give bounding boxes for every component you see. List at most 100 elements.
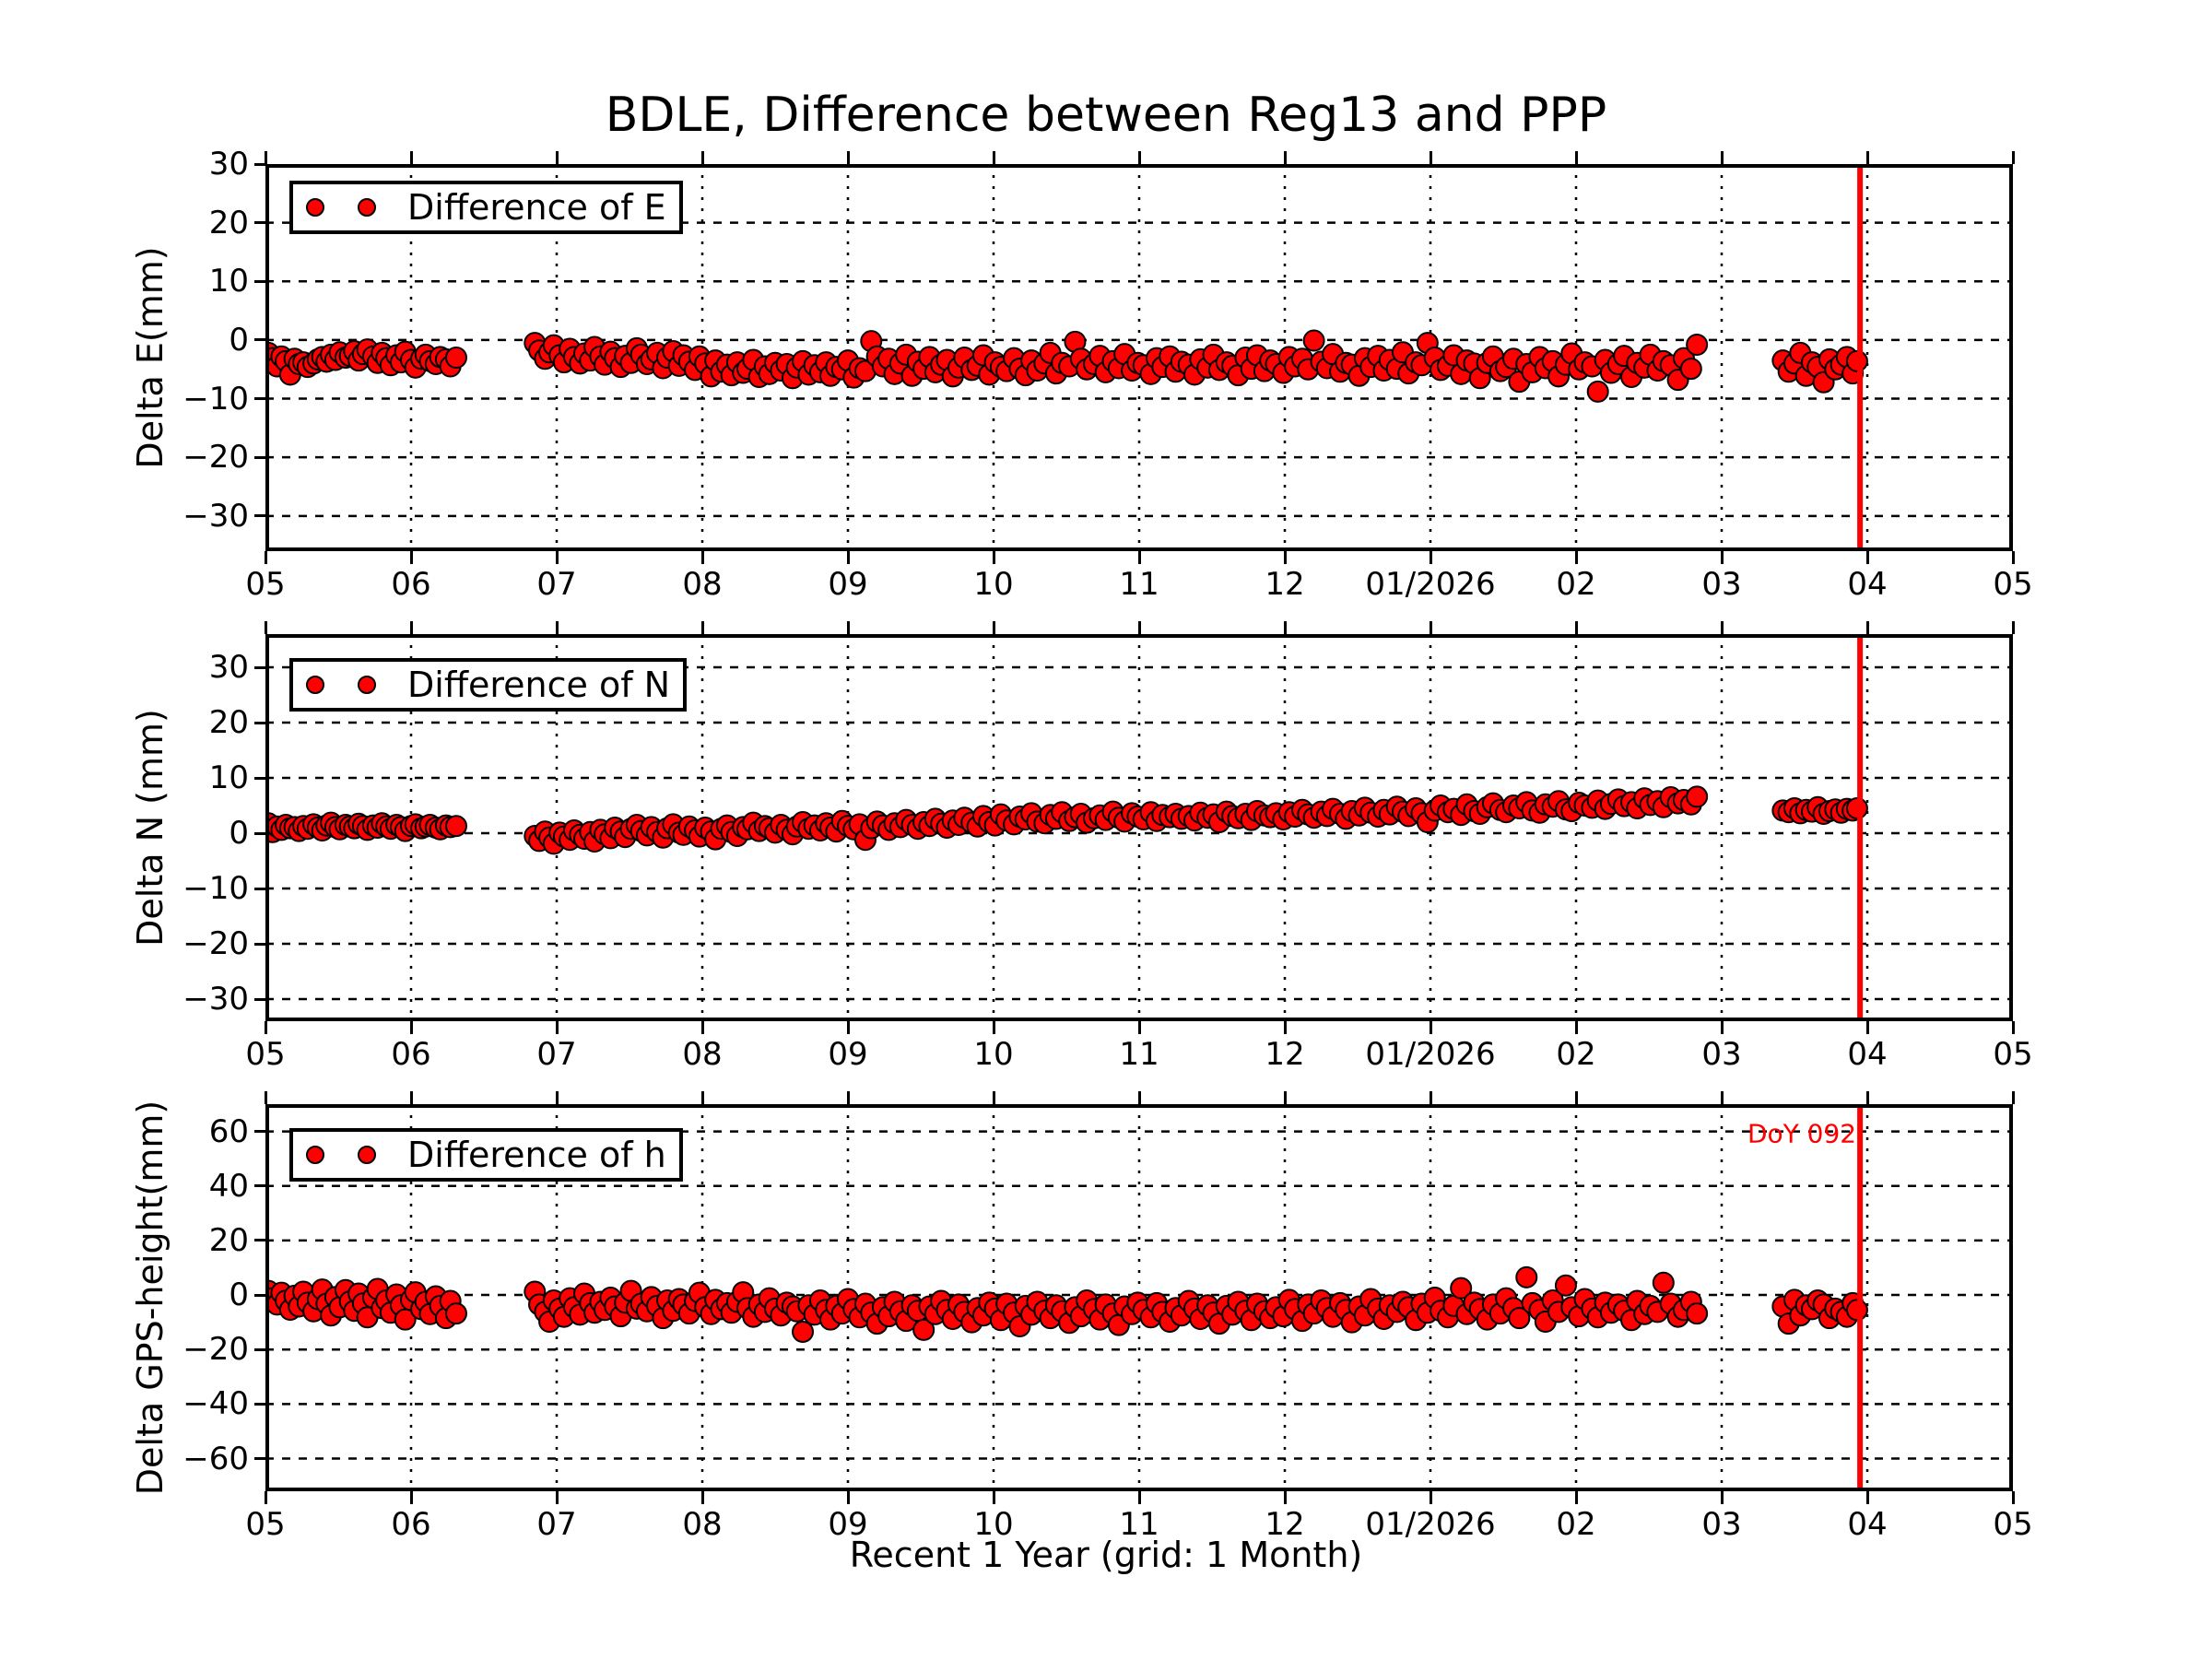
x-tick-label: 02 [1556,566,1596,603]
plot-area [265,1104,2013,1491]
x-tick-mark [555,621,559,634]
x-tick-label: 04 [1847,1506,1888,1543]
x-tick-label: 08 [682,566,723,603]
x-tick-mark [1720,1091,1724,1104]
y-tick-mark [254,665,267,669]
x-tick-mark [1137,621,1141,634]
x-tick-mark [1865,1091,1869,1104]
y-tick-label: −30 [182,497,249,535]
x-tick-label: 11 [1119,566,1159,603]
panel-delta-e: 30 20 10 0 −10 −20 −30 05 06 07 08 09 10 11 12 01/2026 0… [130,146,2033,603]
x-tick-mark [992,1021,995,1034]
x-tick-mark [1137,1491,1141,1504]
x-tick-label: 10 [973,1506,1014,1543]
x-tick-mark [1574,151,1578,164]
x-tick-label: 06 [391,1036,431,1073]
y-tick-mark [254,776,267,780]
x-tick-label: 06 [391,566,431,603]
y-tick-label: −10 [182,380,249,418]
x-tick-mark [1574,551,1578,564]
page-title: BDLE, Difference between Reg13 and PPP [605,88,1607,143]
legend: Difference of E [289,181,683,234]
doy-annotation: DoY 092 [1747,1118,1857,1149]
x-tick-mark [409,551,413,564]
y-tick-label: 10 [208,759,249,796]
x-tick-label: 08 [682,1036,723,1073]
x-tick-mark [2011,1091,2015,1104]
x-tick-label: 01/2026 [1365,1036,1496,1073]
x-tick-mark [264,1021,267,1034]
legend-marker-icon [358,198,376,217]
y-tick-label: −30 [182,981,249,1018]
grid-lines [265,1104,2013,1491]
y-tick-label: 20 [208,704,249,741]
x-tick-mark [1865,1491,1869,1504]
axes-frame [265,1104,2013,1491]
x-tick-mark [1865,151,1869,164]
y-tick-mark [254,721,267,724]
y-axis-label: Delta N (mm) [130,709,171,947]
y-tick-label: 0 [229,1277,249,1314]
y-tick-mark [254,1457,267,1460]
y-tick-label: −20 [182,439,249,477]
y-tick-mark [254,1293,267,1297]
x-tick-mark [846,1491,850,1504]
y-tick-label: 20 [208,1221,249,1259]
x-tick-mark [1720,551,1724,564]
panel-delta-n: 30 20 10 0 −10 −20 −30 05 06 07 08 09 10 11 12 01/2026 0… [130,621,2033,1073]
x-tick-label: 12 [1265,1036,1305,1073]
x-tick-mark [2011,551,2015,564]
x-tick-mark [1574,621,1578,634]
x-tick-mark [409,621,413,634]
legend: Difference of h [289,1128,683,1182]
y-tick-label: −20 [182,1331,249,1369]
x-tick-mark [700,151,704,164]
x-tick-label: 07 [536,566,577,603]
x-tick-label: 08 [682,1506,723,1543]
x-tick-mark [1283,551,1287,564]
grid-lines [265,164,2013,551]
x-tick-label: 03 [1701,1036,1742,1073]
x-tick-label: 01/2026 [1365,566,1496,603]
x-tick-mark [700,551,704,564]
plot-area [265,164,2013,551]
x-tick-mark [1429,1091,1432,1104]
x-tick-mark [1137,551,1141,564]
x-tick-label: 11 [1119,1036,1159,1073]
x-tick-label: 11 [1119,1506,1159,1543]
legend: Difference of N [289,658,688,712]
x-tick-mark [2011,151,2015,164]
x-tick-mark [1574,1491,1578,1504]
x-tick-label: 09 [828,566,868,603]
x-tick-label: 10 [973,1036,1014,1073]
x-tick-mark [409,1021,413,1034]
x-tick-label: 03 [1701,1506,1742,1543]
x-tick-mark [555,551,559,564]
x-tick-mark [992,1091,995,1104]
legend-marker-icon [306,1146,324,1164]
y-tick-mark [254,1402,267,1406]
x-tick-label: 07 [536,1506,577,1543]
plot-area [265,634,2013,1021]
x-tick-mark [992,551,995,564]
y-tick-mark [254,1239,267,1242]
x-tick-mark [555,151,559,164]
x-tick-mark [846,621,850,634]
y-tick-mark [254,942,267,946]
x-tick-label: 05 [245,566,286,603]
x-tick-mark [1429,1491,1432,1504]
x-tick-mark [1283,1021,1287,1034]
x-tick-mark [846,551,850,564]
legend-label: Difference of E [407,187,666,228]
x-tick-mark [1865,1021,1869,1034]
legend-marker-icon [358,1146,376,1164]
x-tick-mark [700,621,704,634]
y-tick-label: 20 [208,204,249,241]
x-tick-mark [1137,151,1141,164]
axes-frame [265,634,2013,1021]
y-tick-mark [254,221,267,225]
y-tick-label: 0 [229,321,249,359]
x-tick-mark [1137,1021,1141,1034]
x-tick-mark [700,1021,704,1034]
x-tick-mark [846,1091,850,1104]
